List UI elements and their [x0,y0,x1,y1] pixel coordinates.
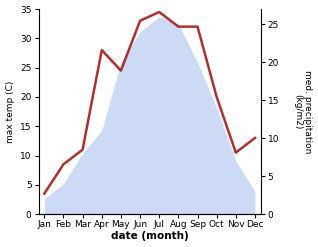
Y-axis label: max temp (C): max temp (C) [5,80,15,143]
Y-axis label: med. precipitation
(kg/m2): med. precipitation (kg/m2) [293,70,313,153]
X-axis label: date (month): date (month) [111,231,189,242]
